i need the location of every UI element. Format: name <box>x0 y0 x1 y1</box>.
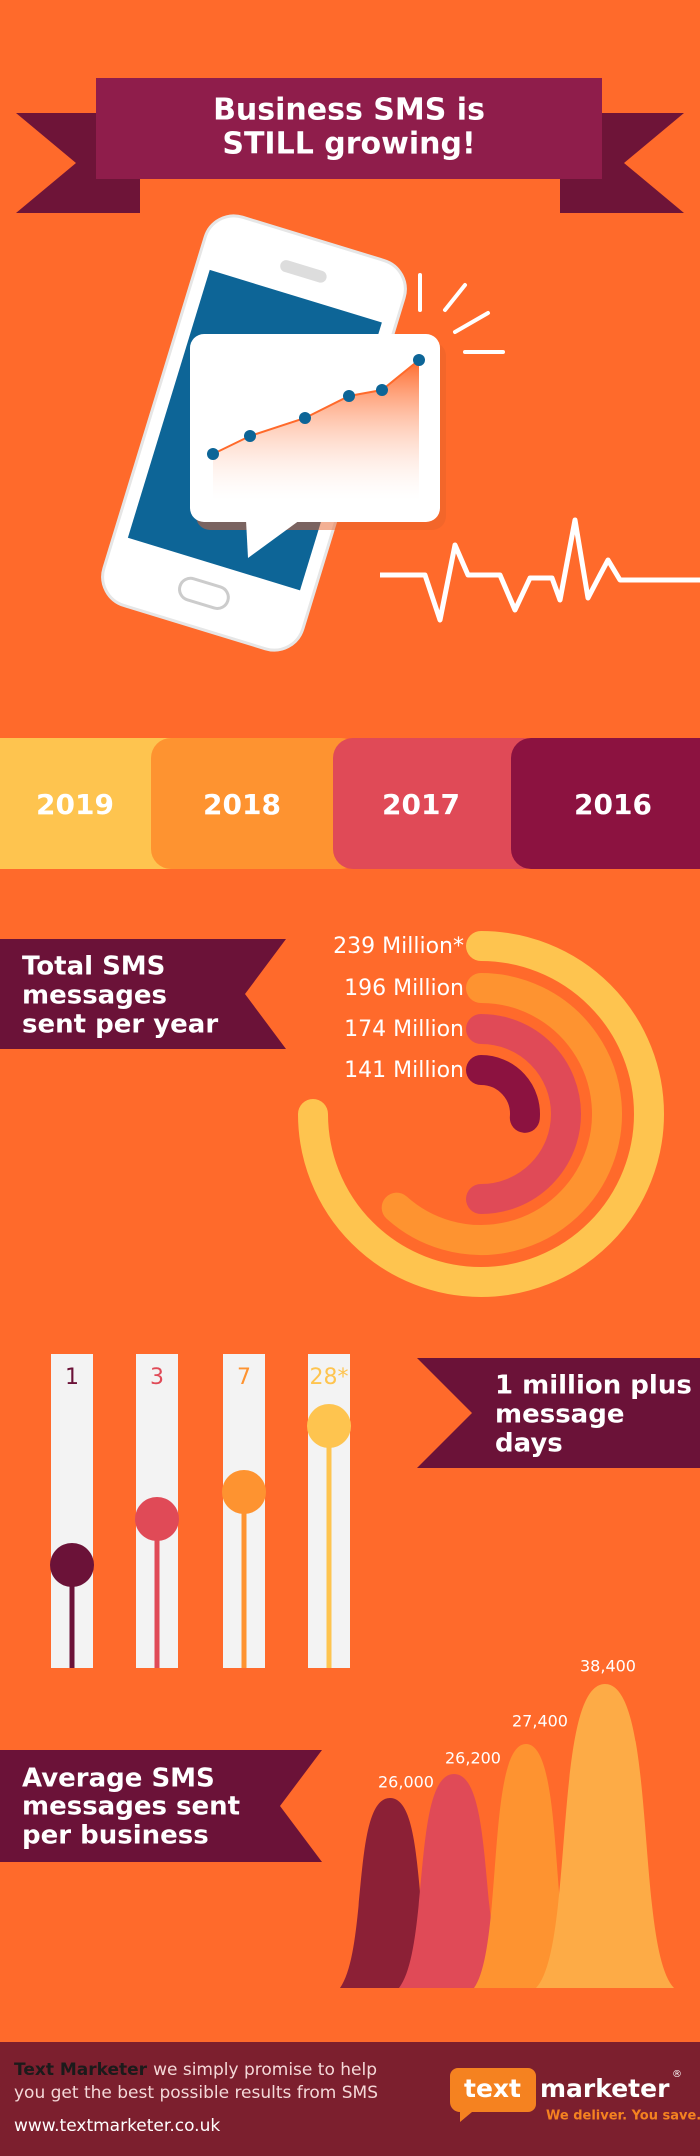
stick <box>241 1492 247 1668</box>
heartbeat <box>380 517 700 623</box>
section-label: 1 million plus <box>495 1371 692 1401</box>
phone-speaker <box>280 260 327 283</box>
title: STILL growing! <box>222 127 475 162</box>
chart-line <box>212 359 420 455</box>
day-count: 3 <box>150 1365 164 1390</box>
value-label: 239 Million* <box>333 934 464 959</box>
logo-word: text <box>464 2074 521 2103</box>
section-ribbon <box>0 1750 322 1862</box>
stick <box>326 1426 332 1668</box>
day-count: 1 <box>65 1365 79 1390</box>
value-label: 174 Million <box>344 1017 464 1042</box>
year-band <box>511 738 700 869</box>
bell <box>399 1774 509 1988</box>
bell <box>536 1684 674 1988</box>
brand: Text Marketer <box>14 2060 148 2080</box>
ring <box>466 1014 581 1214</box>
section-label: Average SMS <box>22 1764 215 1794</box>
year-band <box>680 738 700 869</box>
stick <box>154 1519 160 1668</box>
value-label: 26,200 <box>445 1749 501 1768</box>
head <box>222 1470 266 1514</box>
value-label: 26,000 <box>378 1773 434 1792</box>
lollipops: 1 3 7 28* <box>50 1354 351 1668</box>
section-label: sent per year <box>22 1010 218 1040</box>
phone-button <box>178 576 230 610</box>
year-label: 2018 <box>203 788 281 821</box>
tagline: you get the best possible results from S… <box>14 2083 378 2103</box>
bell <box>474 1744 578 1988</box>
ring <box>298 931 664 1297</box>
head <box>135 1497 179 1541</box>
chart-area <box>213 360 419 500</box>
title-banner <box>96 78 602 179</box>
burst <box>418 273 505 354</box>
rings <box>298 931 664 1297</box>
footer <box>0 2042 700 2156</box>
section-label: messages <box>22 981 167 1011</box>
year-label: 2019 <box>36 788 114 821</box>
logo-slogan: We deliver. You save. <box>546 2109 700 2124</box>
value-label: 141 Million <box>344 1058 464 1083</box>
ring <box>466 1055 540 1133</box>
stick <box>69 1565 75 1668</box>
section-ribbon <box>417 1358 700 1468</box>
url: www.textmarketer.co.uk <box>14 2116 220 2136</box>
footer-text: Text Marketer we simply promise to help <box>14 2060 377 2080</box>
year-band <box>0 738 180 869</box>
value-label: 38,400 <box>580 1657 636 1676</box>
tagline: we simply promise to help <box>153 2060 377 2080</box>
head <box>307 1404 351 1448</box>
section-label: per business <box>22 1821 209 1851</box>
section-ribbon <box>0 939 286 1049</box>
value-label: 196 Million <box>344 976 464 1001</box>
head <box>50 1543 94 1587</box>
title: Business SMS is <box>213 93 485 128</box>
year-label: 2017 <box>382 788 460 821</box>
logo-word: marketer <box>540 2074 670 2103</box>
value-label: 27,400 <box>512 1712 568 1731</box>
year-label: 2016 <box>574 788 652 821</box>
section-label: messages sent <box>22 1792 240 1822</box>
bubble-tail <box>246 520 300 558</box>
chart-dots <box>207 354 425 460</box>
section-label: days <box>495 1429 563 1459</box>
year-band <box>333 738 543 869</box>
day-count: 28* <box>310 1365 349 1390</box>
day-count: 7 <box>237 1365 251 1390</box>
section-label: message <box>495 1400 624 1430</box>
ring <box>381 973 622 1255</box>
section-label: Total SMS <box>22 952 165 982</box>
bells: 26,000 26,200 27,400 38,400 <box>340 1657 674 1988</box>
year-band <box>151 738 361 869</box>
logo-reg: ® <box>672 2069 682 2080</box>
logo-bubble <box>450 2068 536 2122</box>
